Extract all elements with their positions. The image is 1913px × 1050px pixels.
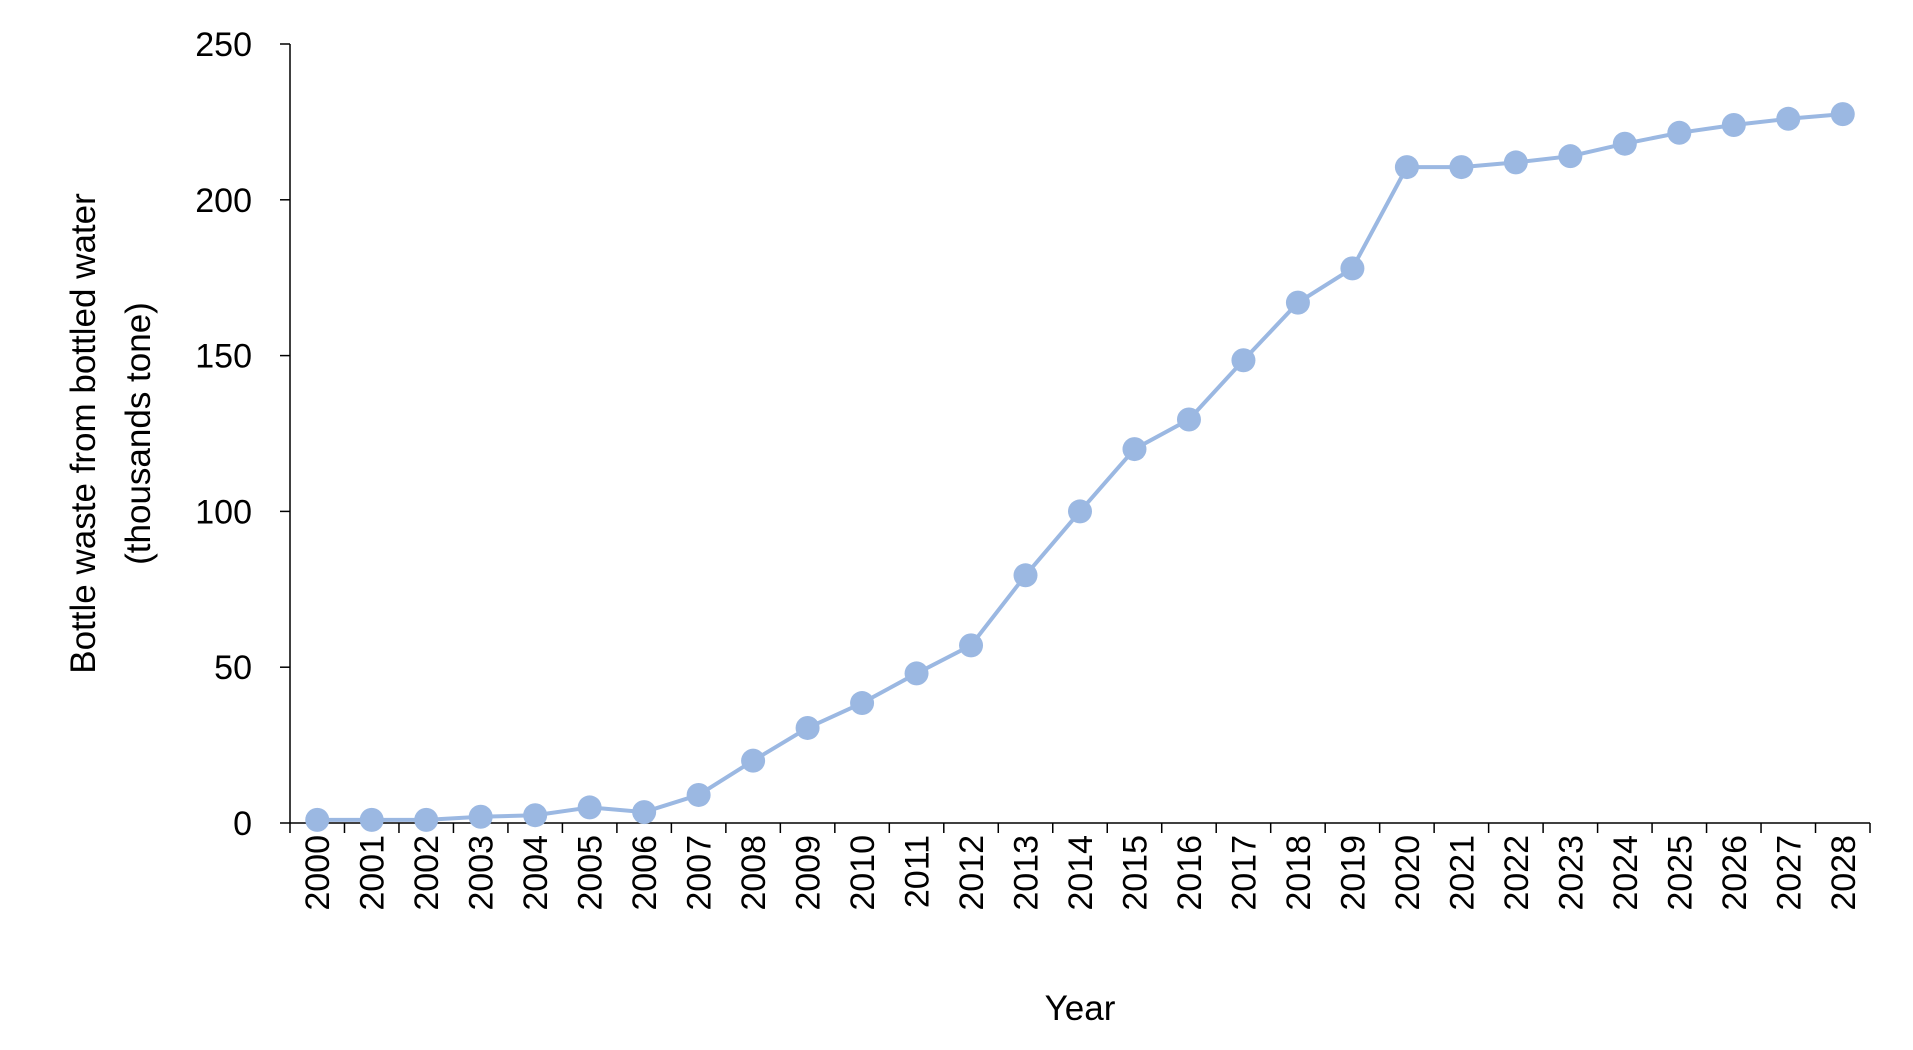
data-point xyxy=(1449,155,1474,180)
x-tick-label: 2015 xyxy=(1116,835,1154,911)
y-tick-label: 50 xyxy=(214,649,252,687)
data-point xyxy=(468,804,493,829)
data-point xyxy=(577,795,602,820)
x-tick-label: 2021 xyxy=(1443,835,1481,911)
data-point xyxy=(904,661,929,686)
x-axis-ticks: 2000 2001 2002 2003 2004 2005 2006 2007 2008 2009… xyxy=(289,823,1871,911)
x-tick-label: 2027 xyxy=(1770,835,1808,911)
y-axis-ticks: 0 50 100 150 200 250 xyxy=(195,26,290,843)
data-point xyxy=(1667,120,1692,145)
data-point xyxy=(686,782,711,807)
data-point xyxy=(1340,256,1365,281)
data-point xyxy=(305,807,330,832)
x-tick-label: 2013 xyxy=(1008,835,1046,911)
data-point xyxy=(1122,437,1147,462)
x-tick-label: 2025 xyxy=(1661,835,1699,911)
x-tick-label: 2001 xyxy=(354,835,392,911)
data-point xyxy=(1285,290,1310,315)
x-tick-label: 2010 xyxy=(844,835,882,911)
x-tick-label: 2005 xyxy=(572,835,610,911)
data-point xyxy=(850,691,875,716)
x-tick-label: 2028 xyxy=(1825,835,1863,911)
x-tick-label: 2008 xyxy=(735,835,773,911)
data-point xyxy=(1830,102,1855,127)
y-axis-title-line-2: (thousands tone) xyxy=(119,302,158,565)
data-point xyxy=(959,633,984,658)
data-point xyxy=(1721,113,1746,138)
x-tick-label: 2017 xyxy=(1225,835,1263,911)
y-tick-label: 100 xyxy=(195,493,252,531)
data-point xyxy=(359,807,384,832)
series-line xyxy=(317,112,1843,822)
data-point xyxy=(1013,563,1038,588)
x-axis-title: Year xyxy=(1045,989,1116,1028)
y-tick-label: 200 xyxy=(195,182,252,220)
data-point xyxy=(414,807,439,832)
x-tick-label: 2023 xyxy=(1552,835,1590,911)
data-point xyxy=(523,803,548,828)
x-tick-label: 2000 xyxy=(299,835,337,911)
x-tick-label: 2020 xyxy=(1389,835,1427,911)
x-tick-label: 2011 xyxy=(899,835,937,908)
y-tick-label: 0 xyxy=(233,805,252,843)
x-tick-label: 2003 xyxy=(463,835,501,911)
x-tick-label: 2002 xyxy=(408,835,446,911)
x-tick-label: 2004 xyxy=(517,835,555,911)
x-tick-label: 2007 xyxy=(681,835,719,911)
x-tick-label: 2024 xyxy=(1607,835,1645,911)
series-layer xyxy=(305,102,1855,832)
x-tick-label: 2014 xyxy=(1062,835,1100,911)
data-point xyxy=(1394,155,1419,180)
data-point xyxy=(1776,106,1801,131)
y-tick-label: 150 xyxy=(195,338,252,376)
x-tick-label: 2022 xyxy=(1498,835,1536,911)
data-point xyxy=(632,800,657,825)
data-point xyxy=(1068,499,1092,524)
data-point xyxy=(1558,144,1583,169)
x-tick-label: 2019 xyxy=(1334,835,1372,911)
data-point xyxy=(1503,150,1528,175)
x-tick-label: 2018 xyxy=(1280,835,1318,911)
x-tick-label: 2009 xyxy=(790,835,828,911)
x-tick-label: 2006 xyxy=(626,835,664,911)
data-point xyxy=(795,715,820,740)
x-tick-label: 2026 xyxy=(1716,835,1754,911)
x-tick-label: 2016 xyxy=(1171,835,1209,911)
y-axis-title-line-1: Bottle waste from bottled water xyxy=(64,193,103,674)
data-point xyxy=(1231,348,1256,373)
x-tick-label: 2012 xyxy=(953,835,991,911)
data-point xyxy=(1612,131,1637,156)
y-tick-label: 250 xyxy=(195,26,252,64)
data-point xyxy=(1176,407,1201,432)
data-point xyxy=(741,748,766,773)
axes xyxy=(289,44,1870,824)
